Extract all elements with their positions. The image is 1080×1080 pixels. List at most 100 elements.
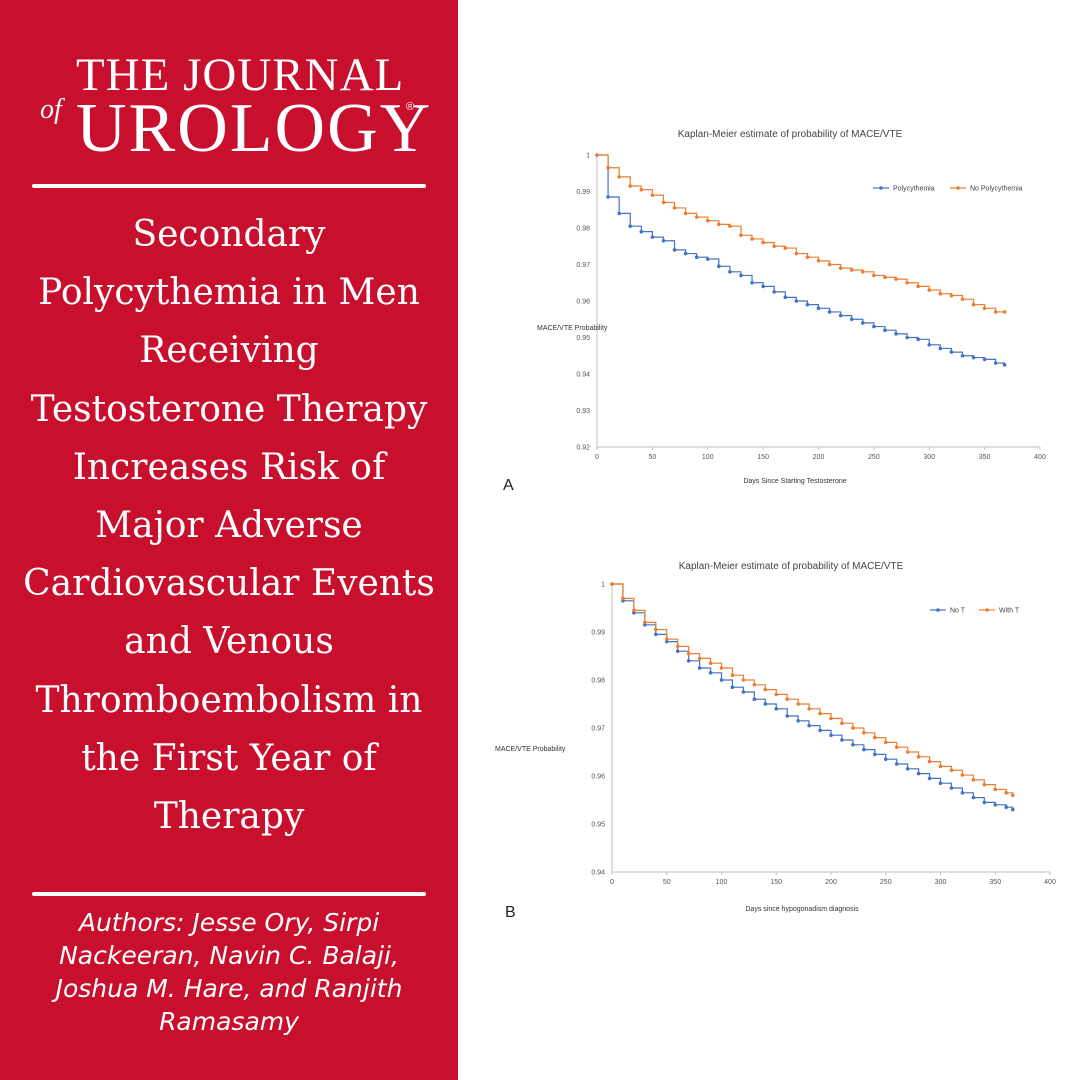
chart-b-series-0-point xyxy=(708,671,713,675)
chart-a-series-0-legend-marker xyxy=(879,186,883,190)
chart-a-series-1-point xyxy=(650,193,655,197)
chart-b-series-1-point xyxy=(752,683,757,687)
chart-a-series-1-point xyxy=(683,211,688,216)
chart-b-series-0-point xyxy=(873,752,877,757)
chart-a-x-tick-label: 400 xyxy=(1034,454,1046,461)
chart-a-series-0-point xyxy=(861,321,865,325)
chart-b-series-0-point xyxy=(752,697,757,701)
chart-a-y-tick-label: 1 xyxy=(586,153,590,160)
chart-b-y-tick-label: 0.99 xyxy=(591,630,605,637)
chart-a-series-1-point xyxy=(960,297,965,301)
chart-b-x-tick-label: 350 xyxy=(989,879,1001,886)
chart-a-series-1-point xyxy=(761,240,765,245)
chart-b-y-axis-label: MACE/VTE Probability xyxy=(495,746,566,753)
chart-b-series-0-point xyxy=(927,776,932,781)
chart-a-series-0-point xyxy=(772,290,776,294)
chart-a-series-0-point xyxy=(705,257,710,261)
chart-b-series-1-point xyxy=(993,787,998,792)
chart-a-y-tick-label: 0.99 xyxy=(576,189,590,196)
chart-a-series-1-point xyxy=(827,262,832,267)
chart-a-series-1-point xyxy=(772,244,776,249)
chart-a-x-tick-label: 50 xyxy=(648,454,656,461)
chart-b-series-1-point xyxy=(851,726,855,730)
chart-b-series-0-point xyxy=(960,791,965,795)
chart-b-series-0-point xyxy=(796,719,800,723)
chart-a-series-0-point xyxy=(894,332,898,336)
chart-b-series-0-legend-label: No T xyxy=(950,608,966,615)
chart-b-series-1-point xyxy=(785,697,789,701)
chart-b-y-tick-label: 0.96 xyxy=(591,774,605,781)
chart-a-series-0-point xyxy=(905,335,909,340)
chart-b-y-tick-label: 0.94 xyxy=(591,870,605,877)
chart-a-y-tick-label: 0.97 xyxy=(576,262,590,269)
chart-a-series-1-point xyxy=(849,268,854,272)
chart-a-series-0-point xyxy=(783,295,788,300)
chart-a-series-0-point xyxy=(694,255,699,259)
chart-a-series-1-point xyxy=(628,184,633,188)
chart-b-series-1-point xyxy=(697,656,702,661)
chart-b-series-0-point xyxy=(818,728,822,733)
chart-b-series-1-point xyxy=(654,627,658,632)
chart-a-y-tick-label: 0.96 xyxy=(576,299,590,306)
journal-logo-line1: THE JOURNAL xyxy=(76,49,405,101)
chart-b-y-tick-label: 1 xyxy=(601,582,605,589)
chart-a-y-tick-label: 0.94 xyxy=(576,372,590,379)
chart-b-series-1-point xyxy=(643,620,647,625)
chart-b-x-tick-label: 100 xyxy=(716,879,728,886)
divider-bottom xyxy=(32,892,426,896)
chart-b-series-0-point xyxy=(774,707,779,711)
chart-a-series-0-line xyxy=(597,154,1006,365)
chart-a-y-tick-label: 0.92 xyxy=(576,445,590,452)
chart-b-x-axis-label: Days since hypogonadism diagnosis xyxy=(745,906,859,913)
chart-a-series-1-point xyxy=(694,215,699,219)
chart-b-series-1-line xyxy=(612,583,1014,796)
chart-b-series-0-point xyxy=(862,747,866,752)
chart-b-y-tick-label: 0.97 xyxy=(591,726,605,733)
chart-a-series-1-point xyxy=(838,266,843,270)
chart-a-y-axis-label: MACE/VTE Probability xyxy=(537,325,608,332)
chart-b-series-1-point xyxy=(971,778,976,782)
chart-a-series-0-point xyxy=(838,313,843,318)
chart-a-series-0-point xyxy=(750,280,754,285)
chart-a-y-tick-label: 0.95 xyxy=(576,335,590,342)
chart-b-series-1-point xyxy=(708,661,713,665)
chart-a-series-0-point xyxy=(938,346,943,351)
chart-b-series-0-point xyxy=(719,678,724,682)
chart-a-x-axis-label: Days Since Starting Testosterone xyxy=(743,478,846,485)
chart-b-series-1-point xyxy=(719,666,724,670)
chart-b-series-1-point xyxy=(862,731,866,735)
chart-a-x-tick-label: 200 xyxy=(813,454,825,461)
chart-b-x-tick-label: 200 xyxy=(825,879,837,886)
chart-b-x-tick-label: 400 xyxy=(1044,879,1056,886)
chart-a-y-tick-label: 0.93 xyxy=(576,408,590,415)
chart-a-series-1-legend-marker xyxy=(956,186,960,190)
chart-a-series-1-point xyxy=(705,218,710,223)
chart-a-x-tick-label: 300 xyxy=(923,454,935,461)
chart-a-series-0-point xyxy=(672,248,677,252)
chart-b-series-1-point xyxy=(1004,791,1008,795)
chart-b-series-1-legend-label: With T xyxy=(999,608,1020,615)
chart-a-series-1-point xyxy=(894,277,898,281)
panel-label-a: A xyxy=(503,477,514,494)
chart-b-series-1-point xyxy=(938,764,943,769)
chart-b-y-tick-label: 0.95 xyxy=(591,822,605,829)
chart-a-series-1-point xyxy=(883,275,887,280)
chart-a-series-1-point xyxy=(661,200,666,205)
chart-b-series-0-point xyxy=(807,723,811,728)
chart-a-series-0-point xyxy=(971,355,976,360)
title-panel: THE JOURNAL of UROLOGY ® Secondary Polyc… xyxy=(0,0,458,1080)
chart-b-series-1-point xyxy=(741,678,746,682)
chart-b-series-1-point xyxy=(873,735,877,740)
chart-a-series-1-legend-label: No Polycythemia xyxy=(970,186,1023,193)
panel-label-b: B xyxy=(505,904,516,921)
chart-b-series-1-point xyxy=(774,692,779,697)
chart-a-series-0-point xyxy=(827,310,832,314)
chart-a-series-1-point xyxy=(617,175,621,179)
chart-b-x-tick-label: 50 xyxy=(663,879,671,886)
chart-b-series-1-point xyxy=(763,687,768,692)
chart-b-series-1-point xyxy=(916,755,921,759)
chart-a-series-1-point xyxy=(805,255,810,259)
chart-b-series-1-legend-marker xyxy=(985,608,989,612)
chart-a-series-1-point xyxy=(794,251,799,256)
chart-a-series-0-point xyxy=(993,361,998,365)
